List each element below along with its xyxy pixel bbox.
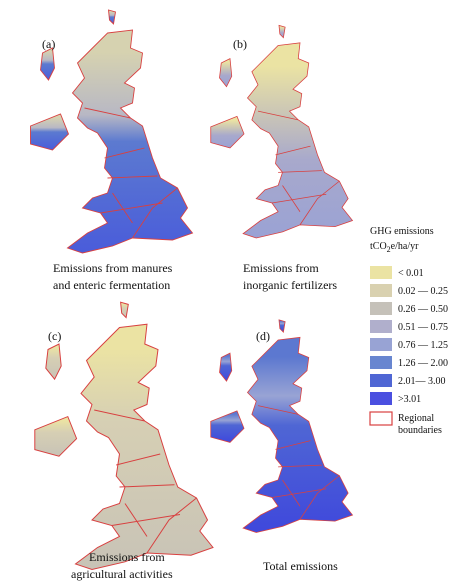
map-d — [210, 319, 353, 533]
caption: Total emissions — [263, 559, 338, 573]
legend-label: >3.01 — [398, 394, 421, 405]
legend-label: 0.76 — 1.25 — [398, 340, 448, 351]
legend-title: GHG emissions — [370, 226, 434, 237]
caption: Emissions from manures — [53, 261, 173, 275]
caption: Emissions from — [243, 261, 319, 275]
legend-label: 0.51 — 0.75 — [398, 322, 448, 333]
legend-label: 1.26 — 2.00 — [398, 358, 448, 369]
caption: and enteric fermentation — [53, 278, 170, 292]
caption: inorganic fertilizers — [243, 278, 337, 292]
panel-label: (c) — [48, 329, 61, 343]
panel-label: (b) — [233, 37, 247, 51]
legend: GHG emissions tCO2e/ha/yr < 0.01 0.02 — 0… — [369, 226, 448, 436]
legend-label: Regional — [398, 413, 434, 424]
caption: agricultural activities — [71, 567, 173, 581]
legend-label: < 0.01 — [398, 268, 424, 279]
legend-swatch — [370, 356, 392, 369]
legend-swatch — [369, 411, 393, 426]
legend-swatch — [370, 284, 392, 297]
caption: Emissions from — [89, 550, 165, 564]
map-c — [34, 301, 214, 571]
legend-swatch — [370, 338, 392, 351]
legend-swatch — [370, 320, 392, 333]
legend-label: boundaries — [398, 425, 442, 436]
legend-swatch — [370, 302, 392, 315]
legend-swatch — [370, 266, 392, 279]
map-b — [210, 24, 353, 239]
panel-label: (a) — [42, 37, 55, 51]
legend-unit: tCO2e/ha/yr — [370, 241, 419, 254]
legend-label: 0.26 — 0.50 — [398, 304, 448, 315]
panel-label: (d) — [256, 329, 270, 343]
legend-label: 2.01— 3.00 — [398, 376, 446, 387]
legend-label: 0.02 — 0.25 — [398, 286, 448, 297]
legend-swatch — [370, 374, 392, 387]
legend-swatch — [370, 392, 392, 405]
